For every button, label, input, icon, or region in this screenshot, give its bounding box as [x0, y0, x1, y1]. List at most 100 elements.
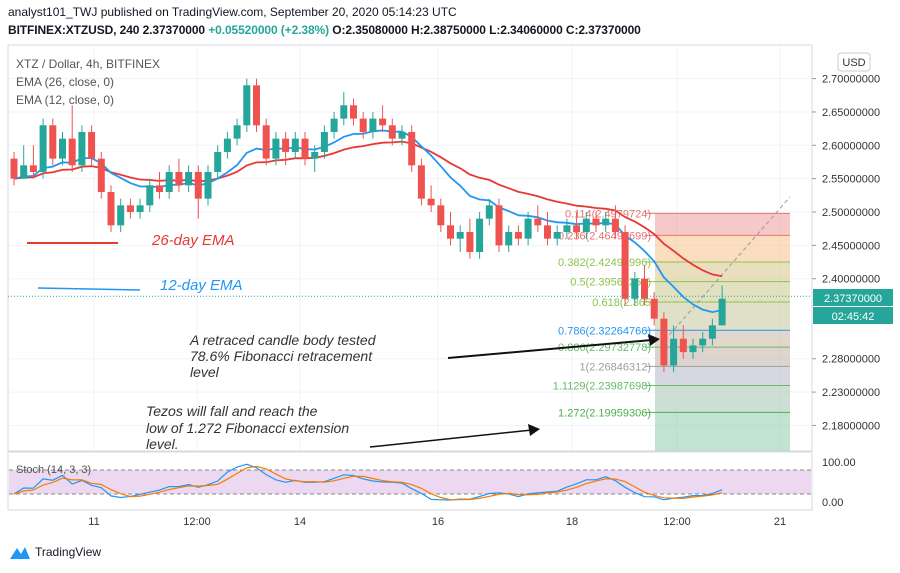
- publish-info: analyst101_TWJ published on TradingView.…: [8, 5, 457, 19]
- time-tick-label: 11: [88, 516, 99, 528]
- ohlc-open: O:2.35080000: [332, 23, 408, 37]
- candle-body: [214, 151, 222, 172]
- stoch-tick-label: 0.00: [822, 497, 843, 509]
- candle-body: [437, 205, 445, 226]
- time-tick-label: 14: [294, 516, 306, 528]
- candle-body: [10, 158, 18, 179]
- candle-body: [156, 185, 163, 192]
- fib-level-label: 1.272(2.19959306): [558, 407, 651, 419]
- candle-body: [621, 232, 629, 299]
- legend-ema26: EMA (26, close, 0): [16, 75, 115, 89]
- candle-body: [660, 318, 668, 366]
- note1-line1: A retraced candle body tested: [189, 332, 377, 348]
- price-tick-label: 2.50000000: [822, 207, 880, 219]
- candle-body: [524, 218, 532, 239]
- fib-zone: [655, 385, 790, 413]
- candle-body: [282, 138, 290, 152]
- price-badge: 2.37370000: [824, 293, 882, 305]
- fib-level-label: 0.114(2.4979724): [565, 208, 651, 220]
- candle-body: [39, 125, 47, 172]
- candle-body: [447, 225, 454, 239]
- candle-body: [301, 138, 309, 159]
- candle-body: [611, 218, 619, 233]
- candle-body: [330, 118, 338, 132]
- candle-body: [311, 151, 319, 159]
- candle-body: [505, 232, 513, 246]
- stochastic: [9, 463, 811, 501]
- currency-badge[interactable]: USD: [842, 57, 865, 69]
- fib-level-label: 0.886(2.29732778): [558, 342, 651, 354]
- candle-body: [194, 171, 202, 199]
- candle-body: [718, 298, 726, 326]
- candle-body: [146, 185, 154, 206]
- candle-body: [243, 85, 251, 126]
- candle-body: [223, 138, 231, 152]
- ema26-line: [13, 140, 723, 278]
- currency-badge-bg: [837, 52, 871, 72]
- chart-title: XTZ / Dollar, 4h, BITFINEX: [16, 57, 161, 71]
- candle-body: [320, 131, 328, 152]
- note2-line3: level.: [146, 436, 179, 452]
- candle-body: [185, 171, 193, 186]
- candle-body: [689, 345, 697, 353]
- candle-body: [679, 338, 687, 353]
- candle-body: [340, 105, 348, 119]
- candle-body: [117, 205, 125, 226]
- price-tick-label: 2.70000000: [822, 74, 880, 86]
- candle-body: [708, 325, 716, 339]
- ohlc-close: C:2.37370000: [565, 23, 641, 37]
- candle-body: [272, 138, 280, 159]
- stoch-band: [9, 470, 811, 494]
- candle-body: [379, 118, 387, 126]
- fib-level-label: 0.618(2.365: [592, 297, 651, 309]
- candle-body: [650, 298, 658, 319]
- fib-zone: [655, 347, 790, 367]
- time-tick-label: 16: [432, 516, 444, 528]
- note1-line2: 78.6% Fibonacci retracement: [190, 348, 373, 364]
- tradingview-logo-icon: [10, 547, 30, 559]
- note1-line3: level: [190, 364, 220, 380]
- candles: [8, 78, 812, 373]
- stoch-label: Stoch (14, 3, 3): [16, 464, 91, 476]
- price-axis[interactable]: 2.70000000 2.65000000 2.60000000 2.55000000…: [812, 74, 880, 509]
- fib-zone: [655, 213, 790, 236]
- candle-body: [582, 218, 590, 233]
- candle-body: [97, 158, 105, 192]
- candle-body: [427, 198, 435, 206]
- tradingview-brand[interactable]: TradingView: [10, 545, 101, 559]
- candle-body: [641, 278, 648, 299]
- candle-body: [233, 125, 241, 139]
- candle-body: [29, 165, 37, 172]
- price-tick-label: 2.60000000: [822, 140, 880, 152]
- countdown-badge-bg: [813, 307, 893, 324]
- time-tick-label: 18: [566, 516, 578, 528]
- candle-body: [262, 125, 270, 159]
- candle-body: [59, 138, 66, 159]
- fib-zone: [655, 235, 790, 263]
- candle-body: [126, 205, 134, 212]
- candle-body: [563, 225, 571, 233]
- fib-level-label: 1.1129(2.23987698): [553, 381, 651, 393]
- candle-body: [670, 338, 678, 366]
- fib-zone: [655, 366, 790, 386]
- fib-zone: [655, 262, 790, 282]
- fib-zone: [655, 330, 790, 348]
- candle-body: [573, 225, 581, 233]
- fib-zone-ext: [655, 412, 790, 451]
- candle-body: [350, 105, 357, 119]
- candle-body: [466, 232, 474, 253]
- note2-line1: Tezos will fall and reach the: [146, 403, 318, 419]
- candle-body: [592, 218, 600, 226]
- time-axis[interactable]: 11 12:00 14 16 18 12:00 21: [88, 516, 786, 528]
- price-tick-label: 2.65000000: [822, 107, 880, 119]
- candle-body: [631, 278, 639, 299]
- candle-body: [408, 131, 416, 166]
- price-tick-label: 2.40000000: [822, 274, 880, 286]
- price-tick-label: 2.23000000: [822, 387, 880, 399]
- fibonacci-tool[interactable]: 0.114(2.4979724) 0.236(2.46490699) 0.382(2…: [553, 196, 791, 451]
- candle-body: [20, 165, 28, 179]
- candle-body: [476, 218, 484, 253]
- legend-ema12: EMA (12, close, 0): [16, 93, 115, 107]
- candle-body: [544, 225, 551, 239]
